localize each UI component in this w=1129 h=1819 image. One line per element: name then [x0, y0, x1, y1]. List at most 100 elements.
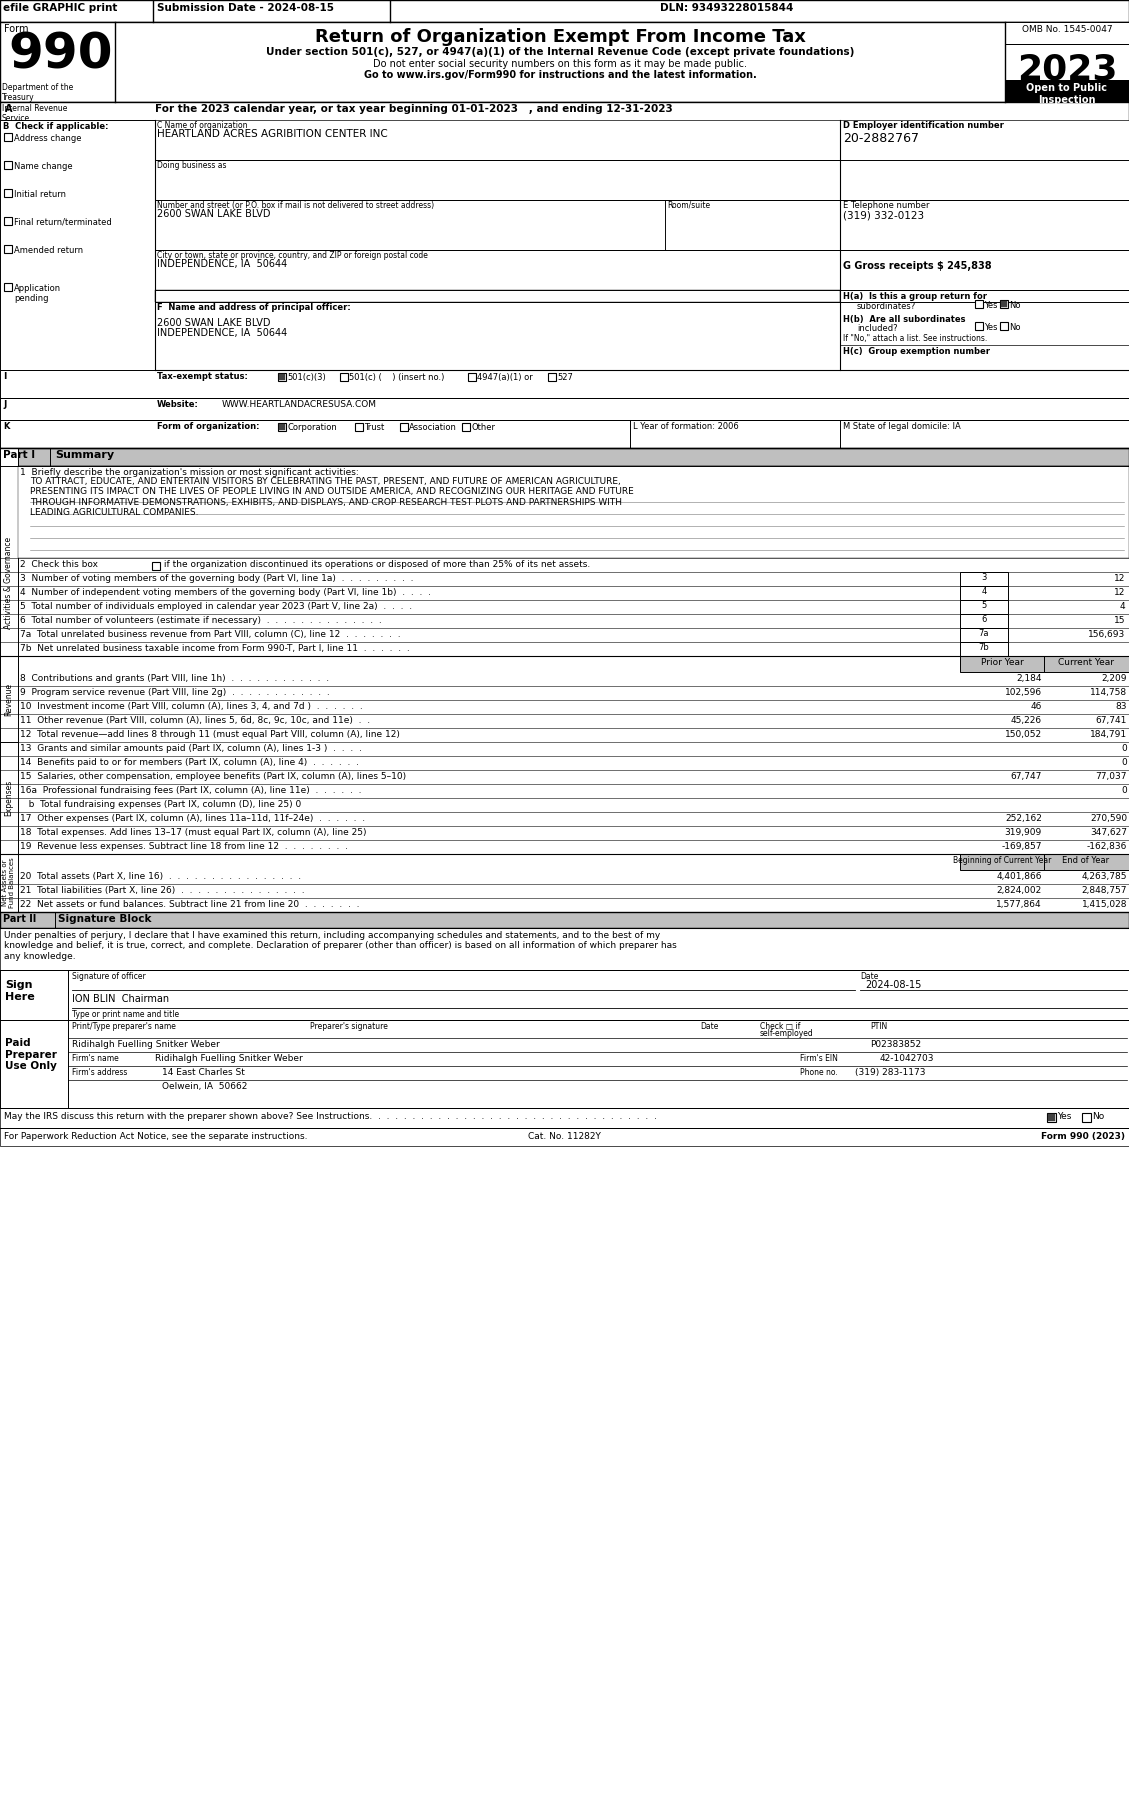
- Bar: [0, 928, 1129, 970]
- Text: 501(c) (    ) (insert no.): 501(c) ( ) (insert no.): [349, 373, 445, 382]
- Bar: [960, 853, 1044, 869]
- Text: 42-1042703: 42-1042703: [879, 1053, 935, 1062]
- Bar: [0, 970, 68, 1020]
- Text: 67,741: 67,741: [1095, 717, 1127, 726]
- Bar: [960, 628, 1008, 642]
- Text: Signature of officer: Signature of officer: [72, 971, 146, 980]
- Bar: [840, 249, 1129, 289]
- Bar: [960, 615, 1008, 628]
- Text: If "No," attach a list. See instructions.: If "No," attach a list. See instructions…: [843, 335, 987, 344]
- Text: Ridihalgh Fuelling Snitker Weber: Ridihalgh Fuelling Snitker Weber: [72, 1040, 220, 1050]
- Bar: [840, 120, 1129, 200]
- Text: INDEPENDENCE, IA  50644: INDEPENDENCE, IA 50644: [157, 327, 287, 338]
- Bar: [840, 289, 1129, 369]
- Text: Revenue: Revenue: [5, 682, 14, 715]
- Bar: [68, 970, 1129, 1020]
- Bar: [960, 657, 1044, 671]
- Bar: [665, 200, 840, 249]
- Text: Ridihalgh Fuelling Snitker Weber: Ridihalgh Fuelling Snitker Weber: [155, 1053, 303, 1062]
- Bar: [1044, 657, 1129, 671]
- Text: Initial return: Initial return: [14, 189, 65, 198]
- Text: 7a: 7a: [979, 629, 989, 638]
- Text: Current Year: Current Year: [1058, 658, 1114, 668]
- Text: 1,577,864: 1,577,864: [997, 900, 1042, 910]
- Text: Part I: Part I: [3, 449, 35, 460]
- Text: 67,747: 67,747: [1010, 771, 1042, 780]
- Bar: [1000, 322, 1008, 329]
- Text: 4  Number of independent voting members of the governing body (Part VI, line 1b): 4 Number of independent voting members o…: [20, 588, 431, 597]
- Text: Net Assets or
Fund Balances: Net Assets or Fund Balances: [2, 857, 16, 908]
- Text: 11  Other revenue (Part VIII, column (A), lines 5, 6d, 8c, 9c, 10c, and 11e)  . : 11 Other revenue (Part VIII, column (A),…: [20, 717, 370, 726]
- Text: 2  Check this box: 2 Check this box: [20, 560, 100, 569]
- Text: 2,209: 2,209: [1102, 675, 1127, 682]
- Bar: [340, 373, 348, 380]
- Text: Under section 501(c), 527, or 4947(a)(1) of the Internal Revenue Code (except pr: Under section 501(c), 527, or 4947(a)(1)…: [265, 47, 855, 56]
- Text: Form 990 (2023): Form 990 (2023): [1041, 1131, 1124, 1141]
- Text: 83: 83: [1115, 702, 1127, 711]
- Text: (319) 332-0123: (319) 332-0123: [843, 211, 925, 220]
- Text: 4: 4: [1119, 602, 1124, 611]
- Text: Firm's address: Firm's address: [72, 1068, 128, 1077]
- Text: self-employed: self-employed: [760, 1030, 814, 1039]
- Bar: [0, 742, 18, 853]
- Text: Form: Form: [5, 24, 28, 35]
- Text: Final return/terminated: Final return/terminated: [14, 218, 112, 227]
- Text: 0: 0: [1121, 759, 1127, 768]
- Text: TO ATTRACT, EDUCATE, AND ENTERTAIN VISITORS BY CELEBRATING THE PAST, PRESENT, AN: TO ATTRACT, EDUCATE, AND ENTERTAIN VISIT…: [30, 477, 633, 517]
- Text: Type or print name and title: Type or print name and title: [72, 1010, 180, 1019]
- Text: 102,596: 102,596: [1005, 688, 1042, 697]
- Bar: [18, 466, 1129, 558]
- Text: Other: Other: [471, 424, 495, 431]
- Text: Beginning of Current Year: Beginning of Current Year: [953, 857, 1051, 866]
- Text: Yes: Yes: [1057, 1111, 1071, 1121]
- Text: 77,037: 77,037: [1095, 771, 1127, 780]
- Text: 2024-08-15: 2024-08-15: [865, 980, 921, 990]
- Text: For the 2023 calendar year, or tax year beginning 01-01-2023   , and ending 12-3: For the 2023 calendar year, or tax year …: [155, 104, 673, 115]
- Text: 347,627: 347,627: [1089, 828, 1127, 837]
- Bar: [1047, 1113, 1056, 1122]
- Text: I: I: [3, 373, 7, 380]
- Text: 7b  Net unrelated business taxable income from Form 990-T, Part I, line 11  .  .: 7b Net unrelated business taxable income…: [20, 644, 410, 653]
- Text: Trust: Trust: [364, 424, 384, 431]
- Text: 21  Total liabilities (Part X, line 26)  .  .  .  .  .  .  .  .  .  .  .  .  .  : 21 Total liabilities (Part X, line 26) .…: [20, 886, 305, 895]
- Text: Expenses: Expenses: [5, 780, 14, 817]
- Text: 252,162: 252,162: [1005, 813, 1042, 822]
- Text: 20-2882767: 20-2882767: [843, 133, 919, 146]
- Bar: [0, 1108, 1129, 1128]
- Text: D Employer identification number: D Employer identification number: [843, 122, 1004, 129]
- Text: 20  Total assets (Part X, line 16)  .  .  .  .  .  .  .  .  .  .  .  .  .  .  . : 20 Total assets (Part X, line 16) . . . …: [20, 871, 301, 880]
- Text: 16a  Professional fundraising fees (Part IX, column (A), line 11e)  .  .  .  .  : 16a Professional fundraising fees (Part …: [20, 786, 361, 795]
- Bar: [960, 571, 1008, 586]
- Bar: [469, 373, 476, 380]
- Text: 12  Total revenue—add lines 8 through 11 (must equal Part VIII, column (A), line: 12 Total revenue—add lines 8 through 11 …: [20, 729, 400, 739]
- Bar: [279, 375, 285, 380]
- Text: Phone no.: Phone no.: [800, 1068, 838, 1077]
- Text: 8  Contributions and grants (Part VIII, line 1h)  .  .  .  .  .  .  .  .  .  .  : 8 Contributions and grants (Part VIII, l…: [20, 675, 330, 682]
- Bar: [960, 642, 1008, 657]
- Text: Date: Date: [700, 1022, 718, 1031]
- Text: Amended return: Amended return: [14, 246, 84, 255]
- Bar: [0, 853, 18, 911]
- Bar: [1000, 300, 1008, 307]
- Text: Print/Type preparer's name: Print/Type preparer's name: [72, 1022, 176, 1031]
- Text: Cat. No. 11282Y: Cat. No. 11282Y: [527, 1131, 601, 1141]
- Bar: [1082, 1113, 1091, 1122]
- Text: B  Check if applicable:: B Check if applicable:: [3, 122, 108, 131]
- Text: City or town, state or province, country, and ZIP or foreign postal code: City or town, state or province, country…: [157, 251, 428, 260]
- Text: 2,848,757: 2,848,757: [1082, 886, 1127, 895]
- Bar: [0, 657, 18, 751]
- Bar: [840, 200, 1129, 249]
- Text: 150,052: 150,052: [1005, 729, 1042, 739]
- Text: 114,758: 114,758: [1089, 688, 1127, 697]
- Text: 1,415,028: 1,415,028: [1082, 900, 1127, 910]
- Bar: [0, 120, 155, 369]
- Bar: [5, 284, 12, 291]
- Text: 4,401,866: 4,401,866: [997, 871, 1042, 880]
- Text: H(a)  Is this a group return for: H(a) Is this a group return for: [843, 293, 987, 300]
- Text: 13  Grants and similar amounts paid (Part IX, column (A), lines 1-3 )  .  .  .  : 13 Grants and similar amounts paid (Part…: [20, 744, 362, 753]
- Text: 15: 15: [1113, 617, 1124, 626]
- Bar: [0, 447, 18, 719]
- Text: E Telephone number: E Telephone number: [843, 202, 929, 209]
- Text: 2600 SWAN LAKE BLVD: 2600 SWAN LAKE BLVD: [157, 209, 271, 218]
- Text: 501(c)(3): 501(c)(3): [287, 373, 326, 382]
